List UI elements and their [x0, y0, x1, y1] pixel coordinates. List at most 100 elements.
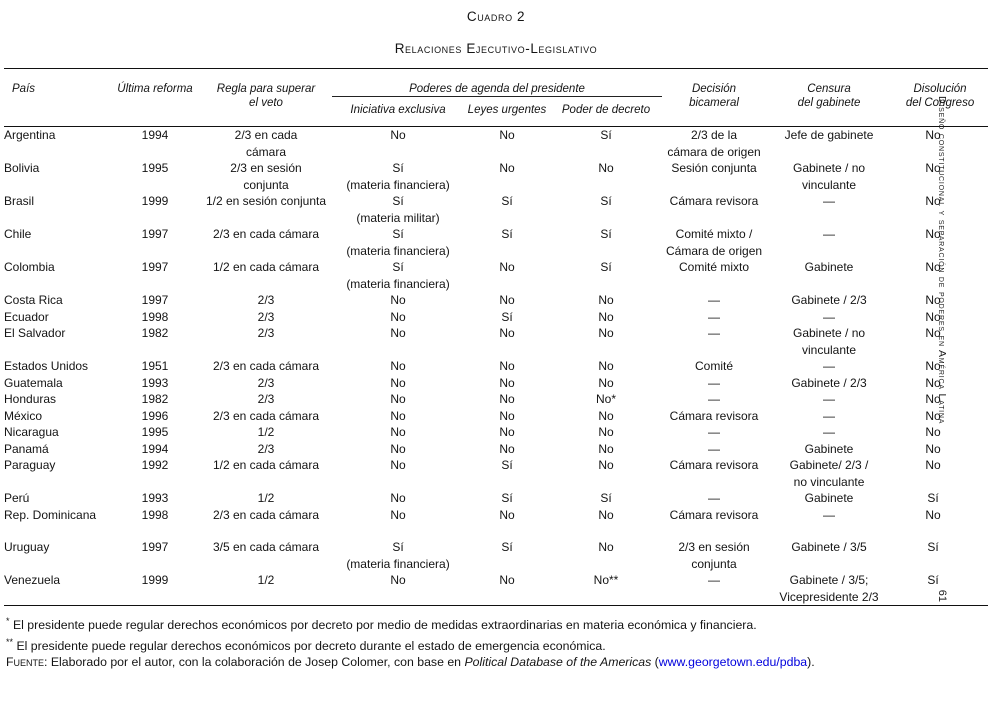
cell-regla-veto: 3/5 en cada cámara	[212, 540, 320, 554]
source-paren-open: (	[651, 655, 659, 670]
cell-leyes-urgentes: Sí	[501, 227, 513, 241]
table-row: Paraguay 1992 1/2 en cada cámara No Sí No Cáma…	[4, 457, 988, 490]
cell-poder-decreto: No	[598, 161, 614, 175]
column-header-regla-veto: Regla para superar el veto	[200, 68, 332, 127]
cell-disolucion-congreso: No	[925, 392, 941, 406]
cell-poder-decreto: Sí	[600, 194, 612, 208]
cell-ultima-reforma: 1997	[141, 540, 169, 554]
cell-disolucion-congreso: No	[925, 161, 941, 175]
cell-regla-veto: 2/3 en cada cámara	[212, 408, 320, 423]
cell-poder-decreto: Sí	[600, 491, 612, 505]
cell-pais: Paraguay	[4, 458, 56, 472]
cell-iniciativa-exclusiva: No	[390, 491, 406, 505]
cell-disolucion-congreso: No	[925, 194, 941, 208]
cell-decision-bicameral: Comité mixto / Cámara de origen	[665, 227, 763, 258]
cell-ultima-reforma: 1997	[141, 227, 169, 241]
table-row: Perú 1993 1/2 No Sí Sí — Gabinete Sí	[4, 490, 988, 507]
cell-pais: Chile	[4, 227, 32, 241]
cell-regla-veto: 2/3	[257, 375, 275, 390]
cell-pais: Honduras	[4, 392, 57, 406]
cell-regla-veto: 1/2	[200, 572, 332, 606]
source-text: Elaborado por el autor, con la colaborac…	[47, 655, 465, 670]
cell-pais: Brasil	[4, 194, 35, 208]
column-header-leyes-urgentes: Leyes urgentes	[464, 96, 550, 127]
cell-poder-decreto: No	[598, 375, 614, 390]
cell-pais: Venezuela	[4, 572, 110, 606]
table-row: Venezuela 1999 1/2 No No No** — Gabinete / 3/5;…	[4, 572, 989, 606]
cell-poder-decreto: No	[598, 309, 614, 324]
table-row: México 1996 2/3 en cada cámara No No No Cámara…	[4, 408, 988, 425]
cell-decision-bicameral: —	[708, 425, 721, 439]
cell-censura-gabinete: Gabinete / 3/5; Vicepresidente 2/3	[766, 572, 893, 606]
cell-leyes-urgentes: Sí	[501, 458, 513, 472]
cell-poder-decreto: No	[598, 359, 614, 373]
cell-regla-veto: 2/3 en cada cámara	[212, 359, 320, 373]
cell-decision-bicameral: Comité mixto	[679, 260, 750, 274]
footnotes: * El presidente puede regular derechos e…	[6, 613, 986, 671]
source-link[interactable]: www.georgetown.edu/pdba	[658, 655, 808, 670]
cell-disolucion-congreso: No	[925, 359, 941, 373]
cell-disolucion-congreso: No	[925, 458, 941, 472]
cell-leyes-urgentes: No	[499, 326, 515, 340]
table-row: Uruguay 1997 3/5 en cada cámara Sí (materia…	[4, 539, 988, 572]
cell-ultima-reforma: 1994	[141, 441, 169, 456]
cell-regla-veto: 2/3	[257, 309, 275, 324]
cell-poder-decreto: No	[598, 458, 614, 472]
cell-censura-gabinete: Gabinete / no vinculante	[792, 161, 866, 192]
cell-leyes-urgentes: No	[499, 507, 515, 522]
footnote-1: * El presidente puede regular derechos e…	[6, 613, 986, 634]
cell-censura-gabinete: Gabinete/ 2/3 / no vinculante	[789, 458, 869, 489]
cell-disolucion-congreso: Sí	[892, 572, 989, 606]
cell-pais: México	[4, 408, 43, 423]
table-row: Panamá 1994 2/3 No No No — Gabinete No	[4, 441, 988, 458]
cell-regla-veto: 2/3 en cada cámara	[212, 507, 320, 522]
table-header: País Última reforma Regla para superar e…	[4, 68, 989, 127]
cell-ultima-reforma: 1999	[141, 194, 169, 208]
cell-censura-gabinete: —	[823, 227, 836, 241]
table-row: Guatemala 1993 2/3 No No No — Gabinete / 2/3 No	[4, 375, 988, 392]
cell-disolucion-congreso: No	[925, 408, 941, 423]
footnote-1-text: El presidente puede regular derechos eco…	[12, 618, 757, 633]
cell-censura-gabinete: —	[823, 507, 836, 522]
column-header-iniciativa-exclusiva: Iniciativa exclusiva	[332, 96, 464, 127]
table-row: Costa Rica 1997 2/3 No No No — Gabinete / 2/3 No	[4, 292, 988, 309]
cell-pais: Rep. Dominicana	[4, 507, 97, 522]
table-body: Argentina 1994 2/3 en cada cámara No No Sí 2/3…	[4, 127, 989, 606]
cell-leyes-urgentes: Sí	[501, 194, 513, 208]
cell-regla-veto: 2/3 en cada cámara	[234, 128, 298, 159]
source-note: Fuente: Elaborado por el autor, con la c…	[6, 654, 986, 671]
cell-disolucion-congreso: Sí	[927, 491, 939, 505]
table-row: Brasil 1999 1/2 en sesión conjunta Sí (mate…	[4, 193, 988, 226]
cell-censura-gabinete: Gabinete / 3/5	[791, 540, 867, 554]
cell-leyes-urgentes: No	[499, 260, 515, 274]
cell-decision-bicameral: Comité	[695, 359, 734, 373]
cell-ultima-reforma: 1998	[141, 507, 169, 522]
cell-leyes-urgentes: No	[499, 425, 515, 439]
cell-ultima-reforma: 1996	[141, 408, 169, 423]
footnote-2-marker: **	[6, 636, 14, 647]
group-header-poderes-agenda: Poderes de agenda del presidente	[332, 68, 663, 97]
cell-leyes-urgentes: No	[499, 293, 515, 307]
cell-iniciativa-exclusiva: Sí (materia financiera)	[346, 161, 450, 192]
cell-decision-bicameral: —	[708, 293, 721, 307]
footnote-2-text: El presidente puede regular derechos eco…	[16, 638, 606, 653]
cell-decision-bicameral: —	[662, 572, 767, 606]
cell-disolucion-congreso: No	[925, 128, 941, 142]
cell-leyes-urgentes: No	[499, 161, 515, 175]
cell-censura-gabinete: —	[823, 425, 836, 439]
cell-ultima-reforma: 1951	[141, 359, 169, 373]
cell-poder-decreto: No	[598, 540, 614, 554]
footnote-1-marker: *	[6, 616, 10, 626]
table-row: Colombia 1997 1/2 en cada cámara Sí (materi…	[4, 259, 988, 292]
cell-pais: Nicaragua	[4, 425, 59, 439]
cell-disolucion-congreso: No	[925, 425, 941, 439]
cell-iniciativa-exclusiva: No	[390, 359, 406, 373]
cell-censura-gabinete: Gabinete / 2/3	[791, 375, 867, 390]
cell-iniciativa-exclusiva: Sí (materia militar)	[356, 194, 440, 225]
cell-regla-veto: 2/3	[257, 293, 275, 307]
table-row: Nicaragua 1995 1/2 No No No — — No	[4, 424, 988, 441]
cell-decision-bicameral: —	[708, 309, 721, 324]
cell-ultima-reforma: 1995	[141, 425, 169, 439]
cell-ultima-reforma: 1992	[141, 458, 169, 472]
column-header-disolucion-congreso: Disolución del Congreso	[892, 68, 989, 127]
